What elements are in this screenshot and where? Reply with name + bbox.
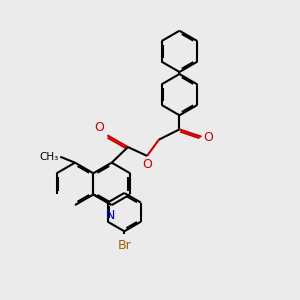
Text: O: O xyxy=(94,121,104,134)
Text: O: O xyxy=(143,158,153,171)
Text: N: N xyxy=(106,208,115,222)
Text: O: O xyxy=(203,131,213,144)
Text: CH₃: CH₃ xyxy=(40,152,59,162)
Text: Br: Br xyxy=(117,238,131,252)
